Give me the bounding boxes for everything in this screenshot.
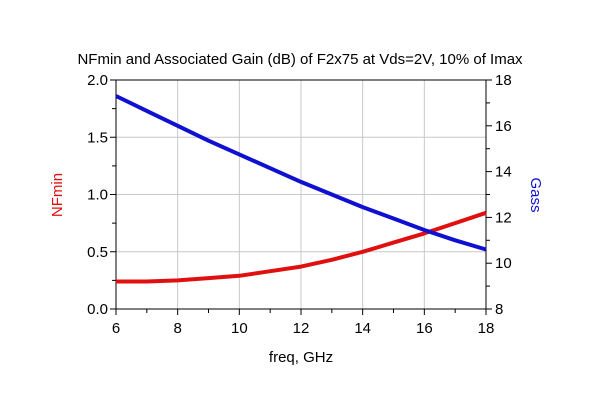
series-line-gass — [115, 94, 487, 252]
y-axis-left-label: NFmin — [49, 173, 66, 217]
y-left-tick-label: 1.5 — [87, 129, 108, 146]
y-right-tick-label: 16 — [495, 118, 512, 135]
y-left-tick-label: 2.0 — [87, 72, 108, 89]
y-left-tick-label: 1.0 — [87, 187, 108, 204]
x-tick-label: 10 — [231, 320, 248, 337]
x-tick-label: 12 — [293, 320, 310, 337]
chart-title: NFmin and Associated Gain (dB) of F2x75 … — [77, 51, 523, 68]
y-right-tick-label: 12 — [495, 209, 512, 226]
x-tick-label: 8 — [173, 320, 181, 337]
series-lines — [115, 94, 487, 284]
y-right-tick-label: 14 — [495, 164, 512, 181]
x-tick-label: 14 — [354, 320, 371, 337]
x-axis-label: freq, GHz — [269, 349, 333, 366]
y-right-tick-label: 10 — [495, 255, 512, 272]
y-right-tick-label: 18 — [495, 72, 512, 89]
y-axis-right: 8 10 12 14 16 18 — [486, 72, 512, 318]
x-tick-label: 6 — [112, 320, 120, 337]
x-tick-label: 18 — [478, 320, 495, 337]
grid — [115, 79, 487, 310]
y-axis-right-label: Gass — [527, 177, 544, 212]
x-tick-label: 16 — [416, 320, 433, 337]
x-axis: 6 8 10 12 14 16 18 — [112, 309, 495, 337]
series-line-nfmin — [116, 210, 487, 284]
y-right-tick-label: 8 — [495, 301, 503, 318]
y-left-tick-label: 0.0 — [87, 301, 108, 318]
y-left-tick-label: 0.5 — [87, 244, 108, 261]
y-axis-left: 0.0 0.5 1.0 1.5 2.0 — [87, 72, 116, 318]
